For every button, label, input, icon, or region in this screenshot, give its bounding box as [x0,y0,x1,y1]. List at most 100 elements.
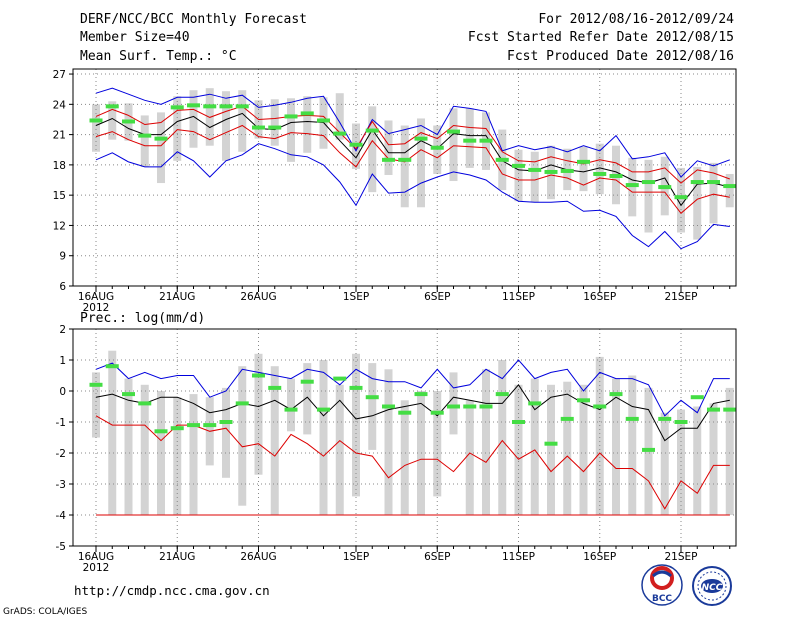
range-bar [677,167,685,233]
precip-panel-title: Prec.: log(mm/d) [80,311,205,326]
x-tick-label: 1SEP [343,291,369,303]
x-tick-label: 21AUG [159,291,195,303]
ensemble-marker [658,416,672,421]
y-tick-label: 27 [53,69,66,81]
ensemble-marker [382,404,395,409]
range-bar [319,360,328,515]
series-line-min [95,143,730,250]
range-bar [173,397,182,515]
member-size: Member Size=40 [80,30,190,45]
range-bar [514,149,523,202]
range-bar [465,400,474,515]
ensemble-marker [642,447,655,452]
range-bar [579,146,588,192]
range-bar [222,387,230,478]
range-bar [335,384,344,515]
x-tick-label: 11SEP [502,291,535,303]
ensemble-marker [268,125,282,130]
ensemble-marker [122,392,135,397]
y-tick-label: -4 [56,510,67,522]
range-bar [157,112,165,184]
range-bar [287,98,295,162]
ensemble-marker [463,404,477,409]
y-tick-label: 21 [53,130,66,142]
ensemble-marker [544,441,558,446]
range-bar [189,394,198,515]
range-bar [693,406,702,515]
ensemble-marker [642,180,655,185]
y-tick-label: 6 [59,281,66,293]
y-tick-label: -1 [56,417,66,429]
ensemble-marker [284,407,298,412]
range-bar [644,159,653,233]
range-bar [530,378,539,515]
series-line-max [95,87,730,178]
ensemble-marker [430,410,444,415]
range-bar [270,366,279,515]
ensemble-marker [625,183,639,188]
x-tick-label: 26AUG [240,291,276,303]
range-bar [108,101,117,140]
x-tick-label: 11SEP [502,551,535,563]
ensemble-marker [187,423,200,428]
ensemble-marker [252,373,265,378]
x-tick-label: 21SEP [665,551,698,563]
range-bar [612,378,620,515]
ensemble-marker [252,125,265,130]
range-bar [595,143,604,195]
ensemble-marker [122,119,135,124]
ensemble-marker [593,404,607,409]
ensemble-marker [495,392,509,397]
range-bar [660,412,669,515]
ncc-logo-text: NCC [702,583,723,593]
ensemble-marker [219,104,233,109]
ensemble-marker [317,407,330,412]
range-bar [482,369,490,515]
range-bar [124,378,133,515]
ensemble-marker [512,163,525,168]
range-bar [287,378,295,432]
range-bar [709,403,718,515]
ensemble-marker [138,401,152,406]
footer-url[interactable]: http://cmdp.ncc.cma.gov.cn [74,583,270,598]
ensemble-marker [333,376,347,381]
range-bar [563,381,572,515]
range-bar [530,151,539,203]
range-bar [400,125,409,208]
range-bar [173,96,182,161]
bcc-logo-text: BCC [652,594,672,604]
range-bar [579,384,588,515]
x-tick-label: 16SEP [583,551,616,563]
range-bar [498,360,507,515]
ensemble-marker [170,426,184,431]
y-tick-label: 18 [53,160,66,172]
ensemble-marker [414,392,428,397]
range-bar [92,104,100,152]
range-bar [465,108,474,168]
ensemble-marker [105,364,119,369]
range-bar [384,369,393,515]
ensemble-marker [577,159,590,164]
range-bar [628,375,637,515]
range-bar [189,90,198,148]
forecast-produced-date: Fcst Produced Date 2012/08/16 [507,49,734,64]
range-bar [449,372,458,435]
range-bar [693,166,702,240]
ensemble-marker [105,104,119,109]
ensemble-marker [690,395,704,400]
series-line-lower [95,415,730,510]
ensemble-marker [89,382,103,387]
ensemble-marker [707,407,720,412]
y-tick-label: 2 [59,324,66,336]
grads-credit: GrADS: COLA/IGES [3,607,87,617]
range-bar [725,387,734,515]
ensemble-marker [382,157,395,162]
ensemble-marker [447,404,460,409]
range-bar [547,384,555,515]
ensemble-marker [560,416,574,421]
ensemble-marker [219,420,233,424]
x-tick-label: 16AUG [78,551,114,563]
variable-label: Mean Surf. Temp.: °C [80,49,237,64]
